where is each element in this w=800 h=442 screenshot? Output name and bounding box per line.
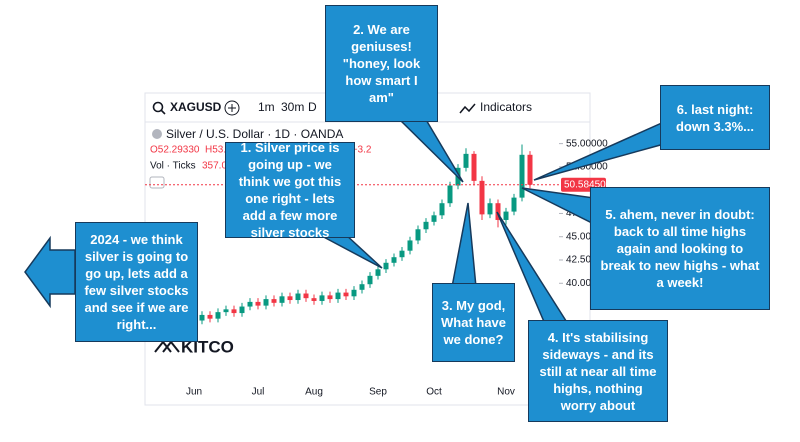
add-symbol[interactable] bbox=[224, 100, 240, 116]
candle-body bbox=[311, 298, 317, 301]
y-tick-label: 42.50000 bbox=[566, 255, 608, 266]
x-tick-label: Oct bbox=[426, 387, 442, 398]
callout: 2024 - we think silver is going to go up… bbox=[75, 222, 198, 342]
candle-body bbox=[231, 309, 237, 314]
callout-pointer bbox=[451, 202, 477, 288]
candle-body bbox=[367, 275, 373, 285]
y-tick-label: 55.00000 bbox=[566, 138, 608, 149]
legend-volume-value: 357.0 bbox=[202, 161, 227, 172]
callout: 6. last night: down 3.3%... bbox=[660, 85, 770, 150]
candle-body bbox=[199, 314, 205, 321]
candle-body bbox=[263, 299, 269, 306]
y-tick-label: 45.00000 bbox=[566, 231, 608, 242]
callout: 1. Silver price is going up - we think w… bbox=[225, 140, 355, 240]
legend-high: H53. bbox=[205, 145, 226, 156]
x-tick-label: Jun bbox=[186, 387, 202, 398]
add-symbol bbox=[228, 104, 236, 112]
y-tick-label: 52.50000 bbox=[566, 162, 608, 173]
candle-body bbox=[279, 296, 285, 303]
interval[interactable]: 30m bbox=[281, 100, 304, 114]
callout: 5. ahem, never in doubt: back to all tim… bbox=[590, 187, 770, 310]
candle-body bbox=[207, 314, 213, 319]
candle-body bbox=[271, 299, 277, 303]
callout: 4. It's stabilising sideways - and its s… bbox=[528, 320, 668, 422]
candle-body bbox=[327, 295, 333, 300]
search-icon bbox=[160, 109, 166, 115]
left-arrow bbox=[24, 235, 76, 309]
callout-pointer bbox=[533, 120, 665, 181]
candle-body bbox=[407, 240, 413, 251]
candle-body bbox=[351, 289, 357, 297]
candle-body bbox=[295, 293, 301, 301]
symbol-icon bbox=[152, 129, 162, 139]
candle-body bbox=[495, 203, 501, 220]
callout: 3. My god, What have we done? bbox=[432, 283, 515, 362]
candle-body bbox=[463, 153, 469, 168]
candle-body bbox=[335, 292, 341, 300]
interval[interactable]: D bbox=[308, 100, 317, 114]
y-tick-label: 40.00000 bbox=[566, 278, 608, 289]
candle-body bbox=[215, 312, 221, 319]
candle-body bbox=[239, 306, 245, 314]
indicators-icon bbox=[459, 103, 476, 114]
legend-open: O52.29330 bbox=[150, 145, 200, 156]
candle-body bbox=[447, 185, 453, 204]
logo-text: KITCO bbox=[181, 337, 234, 356]
candle-body bbox=[487, 203, 493, 215]
candle-body bbox=[319, 295, 325, 301]
candle-body bbox=[223, 309, 229, 313]
callout: 2. We are geniuses! "honey, look how sma… bbox=[325, 5, 438, 122]
candle-body bbox=[423, 221, 429, 230]
candle-body bbox=[527, 154, 533, 185]
collapse-button[interactable] bbox=[149, 176, 165, 189]
candle-body bbox=[343, 292, 349, 297]
x-tick-label: Aug bbox=[305, 387, 323, 398]
candle-body bbox=[415, 229, 421, 241]
candle-body bbox=[255, 301, 261, 306]
symbol[interactable]: XAGUSD bbox=[170, 100, 222, 114]
candle-body bbox=[247, 301, 253, 307]
search-icon[interactable] bbox=[152, 101, 164, 113]
candle-body bbox=[383, 262, 389, 270]
candle-body bbox=[503, 211, 509, 220]
price-label: 50.58450 bbox=[564, 179, 606, 190]
candle-body bbox=[287, 296, 293, 301]
candle-body bbox=[439, 203, 445, 216]
callout-pointer bbox=[396, 117, 464, 183]
logo-icon bbox=[154, 340, 180, 353]
candle-body bbox=[479, 180, 485, 215]
candle-body bbox=[359, 284, 365, 290]
interval[interactable]: 1m bbox=[258, 100, 275, 114]
candle-body bbox=[519, 154, 525, 198]
logo: KITCO bbox=[154, 337, 234, 356]
indicators[interactable]: Indicators bbox=[480, 100, 532, 114]
candle-body bbox=[399, 250, 405, 258]
candle-body bbox=[511, 197, 517, 212]
x-tick-label: Nov bbox=[497, 387, 515, 398]
candle-body bbox=[375, 269, 381, 276]
candle-body bbox=[431, 215, 437, 222]
legend-name: Silver / U.S. Dollar · 1D · OANDA bbox=[166, 127, 343, 141]
legend-volume: Vol · Ticks bbox=[150, 161, 196, 172]
x-tick-label: Jul bbox=[252, 387, 265, 398]
callout-pointer bbox=[521, 187, 595, 226]
x-tick-label: Sep bbox=[369, 387, 387, 398]
candle-body bbox=[303, 293, 309, 299]
candle-body bbox=[471, 153, 477, 181]
candle-body bbox=[391, 257, 397, 263]
